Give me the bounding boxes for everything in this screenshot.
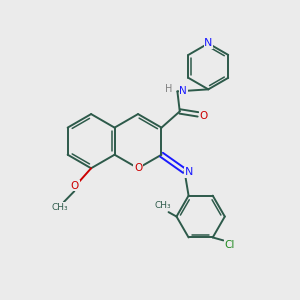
Text: Cl: Cl	[225, 240, 235, 250]
Text: N: N	[185, 167, 193, 177]
Text: H: H	[166, 84, 173, 94]
Text: N: N	[204, 38, 212, 48]
Text: CH₃: CH₃	[51, 202, 68, 211]
Text: N: N	[179, 86, 187, 96]
Text: CH₃: CH₃	[154, 201, 171, 210]
Text: O: O	[200, 111, 208, 121]
Text: O: O	[71, 181, 79, 191]
Text: O: O	[134, 163, 142, 173]
